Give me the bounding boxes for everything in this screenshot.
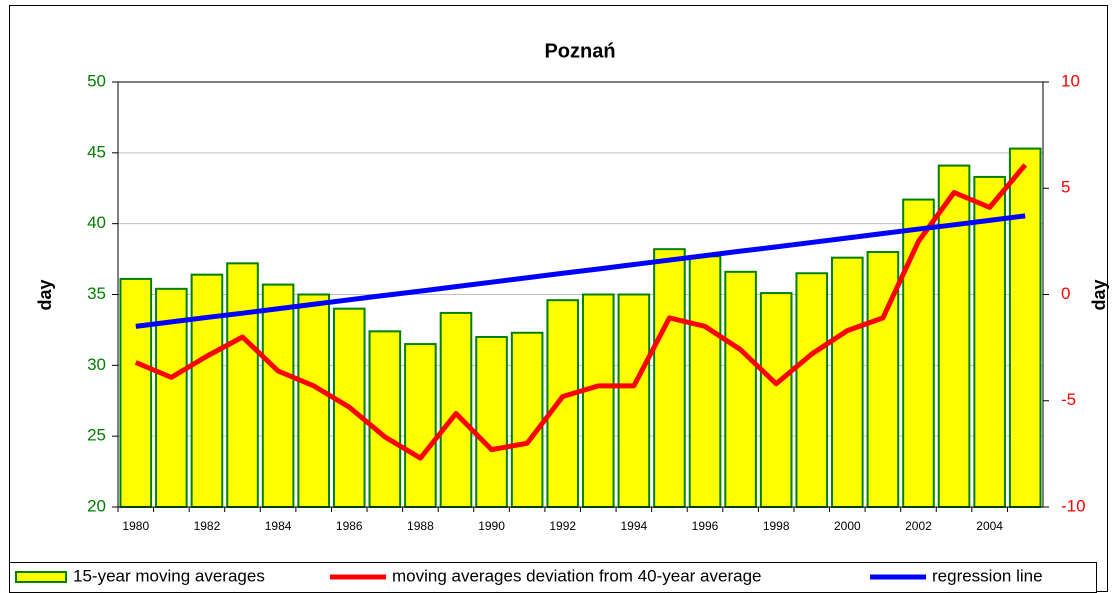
y2-tick-label: -5 xyxy=(1061,390,1076,409)
bar xyxy=(1008,147,1042,508)
x-tick-label: 1994 xyxy=(621,519,648,533)
x-tick-label: 1990 xyxy=(478,519,505,533)
y-axis-label: day xyxy=(35,279,55,310)
legend-swatch xyxy=(15,571,67,583)
bar xyxy=(119,277,153,508)
y-tick-label: 20 xyxy=(87,496,106,515)
bar xyxy=(902,198,935,508)
x-tick-label: 1984 xyxy=(265,519,292,533)
y-tick-label: 25 xyxy=(87,426,106,445)
line xyxy=(135,213,1026,329)
y2-tick-label: 0 xyxy=(1061,284,1070,303)
x-tick-label: 1992 xyxy=(549,519,576,533)
legend-label: 15-year moving averages xyxy=(73,566,265,585)
bar xyxy=(226,262,259,509)
x-tick-label: 2002 xyxy=(905,519,932,533)
bar xyxy=(937,164,971,508)
bar xyxy=(546,299,580,508)
bar xyxy=(795,272,829,508)
bar xyxy=(581,293,615,508)
line xyxy=(134,163,1028,461)
bar xyxy=(190,273,224,508)
chart-title: Poznań xyxy=(544,40,615,62)
bar xyxy=(404,343,437,509)
x-tick-label: 1998 xyxy=(763,519,790,533)
bar xyxy=(261,283,295,509)
y-tick-label: 30 xyxy=(87,355,106,374)
plot-frame xyxy=(117,81,1044,508)
x-tick-label: 2004 xyxy=(976,519,1003,533)
bar xyxy=(688,255,722,508)
y2-tick-label: -10 xyxy=(1061,496,1086,515)
x-tick-label: 1996 xyxy=(692,519,719,533)
y2-tick-label: 10 xyxy=(1061,71,1080,90)
bar xyxy=(439,311,473,508)
x-tick-label: 1988 xyxy=(407,519,434,533)
bar xyxy=(368,330,402,509)
bar xyxy=(475,336,508,508)
y2-tick-label: 5 xyxy=(1061,178,1070,197)
x-tick-label: 1980 xyxy=(122,519,149,533)
x-tick-label: 1986 xyxy=(336,519,363,533)
bar xyxy=(297,293,330,508)
bar xyxy=(759,292,793,509)
legend-label: regression line xyxy=(932,566,1043,585)
x-tick-label: 1982 xyxy=(194,519,221,533)
y-tick-label: 45 xyxy=(87,142,106,161)
bar xyxy=(617,293,651,508)
bar xyxy=(653,248,686,509)
x-tick-label: 2000 xyxy=(834,519,861,533)
y-tick-label: 35 xyxy=(87,284,106,303)
y2-axis-label: day xyxy=(1089,279,1109,310)
bar xyxy=(973,175,1006,509)
bar xyxy=(510,331,544,508)
bar xyxy=(724,270,757,509)
bar xyxy=(831,256,864,508)
y-tick-label: 40 xyxy=(87,213,106,232)
legend-label: moving averages deviation from 40-year a… xyxy=(392,566,761,585)
y-tick-label: 50 xyxy=(87,71,106,90)
